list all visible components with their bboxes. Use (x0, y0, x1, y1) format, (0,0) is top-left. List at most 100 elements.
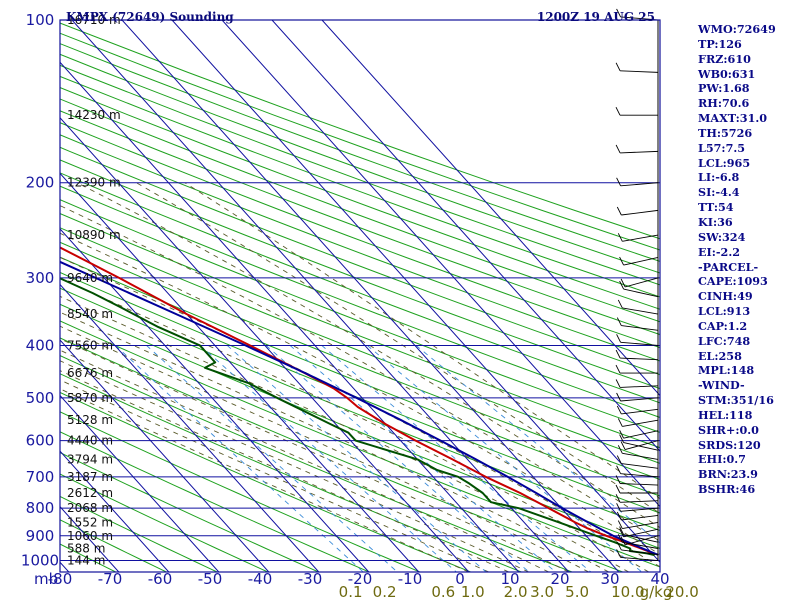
index-entry: LI:-6.8 (698, 170, 740, 185)
wind-barb-flag (616, 503, 622, 512)
wind-barb (623, 442, 659, 451)
isotherm-line (321, 20, 660, 397)
height-label: 144 m (67, 554, 105, 568)
height-label: 1060 m (67, 529, 113, 543)
index-entry: LCL:913 (698, 304, 751, 319)
moist-adiabat (60, 295, 630, 572)
wind-barb-flag (615, 349, 621, 359)
isotherm-line (60, 561, 70, 572)
wind-barb-flag (615, 484, 621, 494)
wind-barb-flag (615, 144, 621, 154)
dry-adiabat (60, 22, 660, 240)
wind-barb-flag (616, 206, 622, 216)
wind-barb-flag (616, 8, 622, 18)
index-entry: CAPE:1093 (698, 274, 768, 289)
isobar-isotherm-grid (0, 20, 660, 572)
mixing-ratio-line (199, 345, 457, 572)
temperature-tick-label: -40 (248, 570, 273, 588)
isotherm-line (60, 228, 370, 572)
moist-adiabat (60, 370, 509, 572)
wind-barb (622, 452, 659, 460)
wind-barb (620, 500, 659, 503)
mixing-ratio-tick-label: 0.6 (431, 583, 455, 600)
height-label: 9640 m (67, 271, 113, 285)
plot-frame (59, 19, 661, 573)
moist-adiabat (60, 277, 650, 572)
isotherm-line (60, 394, 220, 572)
dry-adiabat (60, 32, 660, 251)
wind-barb-flag (616, 334, 622, 343)
height-label: 1552 m (67, 515, 113, 529)
isotherm-line (0, 20, 19, 572)
isotherm-line (171, 20, 660, 563)
wind-barb-flag (617, 534, 623, 543)
mixing-ratio-tick-label: 1.0 (461, 583, 485, 600)
height-label: 2612 m (67, 486, 113, 500)
wind-barb (620, 182, 659, 187)
station-title: KMPX (72649) Sounding (66, 10, 234, 24)
moist-adiabats (60, 182, 660, 572)
wind-barb (624, 440, 659, 451)
temperature-tick-label: -60 (148, 570, 173, 588)
wind-barb-flag (616, 549, 622, 558)
dry-adiabat (60, 431, 370, 572)
wind-barb-flag (619, 528, 625, 538)
moist-adiabat (60, 256, 660, 568)
wind-barb (620, 70, 659, 73)
index-entry: LFC:748 (698, 333, 751, 348)
mixing-ratio-tick-label: 10.0 (611, 583, 644, 600)
wind-barb (624, 277, 659, 288)
wind-barb-flag (619, 526, 625, 535)
wind-barb (620, 150, 659, 154)
dry-adiabat (60, 110, 660, 336)
wind-barb (623, 430, 659, 439)
mixing-ratio-tick-label: 5.0 (565, 583, 589, 600)
pressure-tick-label: 500 (26, 389, 55, 407)
pressure-tick-label: 600 (26, 432, 55, 450)
dry-adiabat (60, 122, 660, 349)
moist-adiabat (60, 311, 610, 572)
wind-barb (622, 234, 659, 242)
wind-barb-flag (619, 280, 625, 290)
mixing-ratio-lines (115, 345, 660, 572)
moist-adiabat (60, 360, 529, 572)
isotherm-line (271, 20, 660, 452)
isotherm-line (60, 61, 520, 572)
wind-barb-flag (615, 379, 621, 388)
index-entry: PW:1.68 (698, 81, 750, 96)
index-entry: MAXT:31.0 (698, 111, 768, 126)
wind-barb (620, 357, 659, 361)
height-labels: 16710 m 14230 m 12390 m 10890 m 9640 m 8540 m… (67, 13, 121, 568)
isotherm-line (71, 20, 570, 572)
valid-time: 1200Z 19 AUG 25 (537, 10, 655, 24)
mixing-ratio-tick-label: 2.0 (504, 583, 528, 600)
mixing-ratio-tick-label: 3.0 (530, 583, 554, 600)
wind-barb (622, 307, 659, 315)
mixing-ratio-line (115, 345, 364, 572)
index-entry: TT:54 (698, 200, 734, 215)
temperature-tick-label: -50 (198, 570, 223, 588)
dry-adiabat (60, 146, 660, 376)
dry-adiabat (60, 134, 660, 362)
wind-barb-flag (617, 233, 623, 242)
wind-barb (622, 521, 659, 530)
wind-barb (620, 385, 659, 388)
wind-barb (623, 534, 659, 543)
wind-barb (621, 209, 659, 216)
wind-barb-flag (616, 317, 622, 326)
wind-barb-flag (616, 455, 622, 464)
wind-barb-flag (615, 364, 621, 374)
dry-adiabats (60, 22, 660, 572)
wind-barb-flag (616, 541, 622, 551)
mixing-ratio-tick-label: g/kg (640, 583, 673, 600)
dry-adiabat (60, 213, 660, 449)
dry-adiabat (60, 303, 660, 549)
height-label: 3187 m (67, 470, 113, 484)
index-entry: BRN:23.9 (698, 467, 758, 482)
wind-barb (620, 556, 659, 561)
height-label: 10890 m (67, 228, 121, 242)
index-entry: TP:126 (698, 36, 742, 51)
index-entry: -WIND- (698, 378, 745, 393)
temperature-axis-labels: -80 -70 -60 -50 -40 -30 -20 -10 0 10 20 30 40 (48, 570, 670, 588)
index-entry: EI:-2.2 (698, 244, 740, 259)
